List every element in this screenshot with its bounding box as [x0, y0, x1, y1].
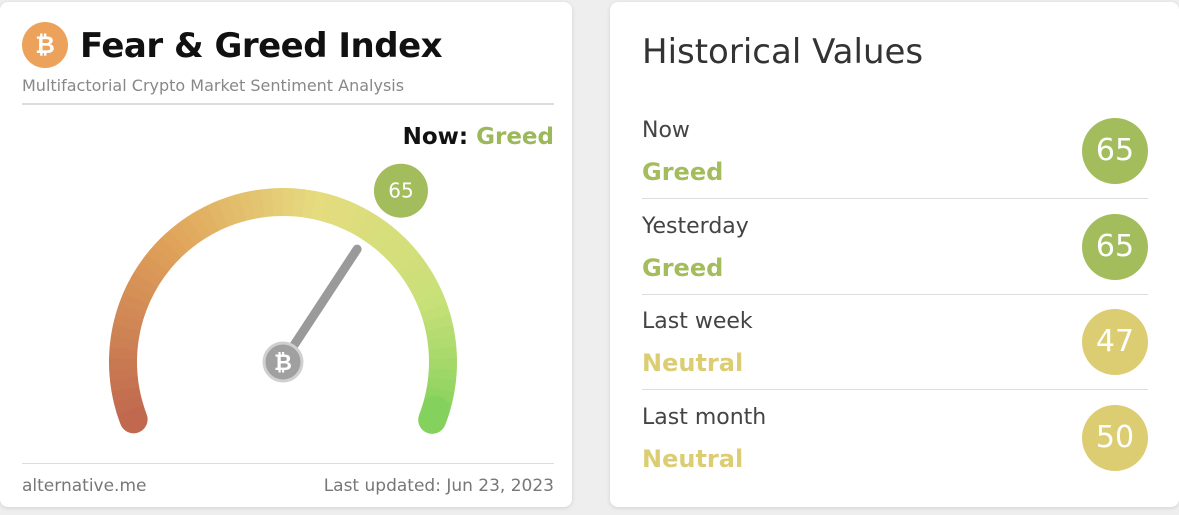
value-circle: 65 [1082, 213, 1148, 280]
gauge-arc [346, 205, 370, 236]
gauge-arc [111, 386, 142, 403]
gauge-arc [423, 314, 454, 332]
title: Historical Values [642, 32, 924, 72]
gauge-arc [311, 191, 328, 221]
history-row: Now Greed 65 [642, 104, 1148, 199]
gauge-arc [249, 189, 265, 219]
hub-icon: ₿ [274, 351, 292, 376]
gauge-arc [109, 346, 138, 360]
gauge-arc [161, 229, 189, 258]
gauge-arc [403, 263, 433, 288]
now-label: Now: [402, 124, 469, 150]
gauge-arc [169, 222, 196, 252]
last-updated: Last updated: Jun 23, 2023 [323, 476, 554, 496]
gauge-arc [320, 193, 339, 224]
history-row: Yesterday Greed 65 [642, 200, 1148, 295]
value-label: 65 [388, 179, 413, 203]
gauge-arc [109, 367, 138, 381]
gauge-arc [227, 193, 247, 224]
gauge: ₿ 65 [109, 163, 457, 434]
divider [22, 463, 554, 464]
gauge-card: ₿ Fear & Greed Index Multifactorial Cryp… [0, 2, 572, 507]
gauge-arc [206, 200, 229, 231]
bitcoin-icon: ₿ [22, 22, 68, 68]
gauge-arc [428, 368, 457, 382]
needle-hub [262, 341, 304, 383]
gauge-arc [355, 210, 379, 241]
gauge-arc [418, 395, 450, 434]
gauge-arc [412, 282, 443, 305]
gauge-arc [427, 335, 457, 351]
historical-card: Historical Values Now Greed 65 Yesterday Gre… [610, 2, 1179, 507]
gauge-arc [109, 377, 140, 392]
classification: Greed [642, 253, 724, 282]
gauge-arc [338, 200, 360, 231]
now-status: Now: Greed [403, 124, 554, 150]
gauge-arc [115, 302, 146, 322]
period: Last week [642, 309, 753, 334]
gauge-arc [113, 395, 144, 414]
gauge-arc [187, 210, 212, 241]
value-circle: 47 [1082, 309, 1148, 375]
gauge-arc [301, 189, 318, 219]
svg-text:₿: ₿ [35, 31, 55, 59]
value-circle: 65 [1082, 118, 1148, 184]
gauge-arc [385, 237, 413, 265]
gauge-arc [292, 188, 306, 218]
gauge-arc [197, 205, 220, 236]
gauge-arc [123, 282, 154, 305]
divider [642, 389, 1148, 390]
history-row: Last week Neutral 47 [642, 295, 1148, 390]
now-class: Greed [476, 124, 554, 150]
gauge-arc [133, 262, 164, 288]
period: Now [642, 118, 690, 143]
classification: Greed [642, 158, 724, 186]
value-circle: 50 [1082, 404, 1148, 471]
needle [278, 244, 362, 367]
gauge-arc [178, 216, 204, 246]
history-row: Last month Neutral 50 [642, 391, 1148, 486]
gauge-arc [217, 196, 238, 227]
gauge-arc [128, 272, 158, 296]
divider [642, 293, 1148, 295]
gauge-arc [408, 272, 439, 297]
gauge-arc [397, 254, 427, 280]
subtitle: Multifactorial Crypto Market Sentiment A… [22, 76, 405, 95]
gauge-arc [238, 191, 256, 221]
gauge-arc [378, 230, 406, 259]
gauge-arc [329, 196, 350, 228]
gauge-arc [146, 245, 175, 272]
gauge-arc [428, 347, 457, 360]
title: Fear & Greed Index [80, 26, 443, 66]
gauge-arc [363, 216, 389, 246]
source[interactable]: alternative.me [22, 476, 147, 496]
classification: Neutral [642, 444, 744, 473]
classification: Neutral [642, 349, 744, 377]
gauge-arc [370, 223, 397, 252]
gauge-arc [420, 303, 451, 323]
gauge-arc [109, 335, 139, 350]
period: Last month [642, 404, 767, 430]
gauge-arc [425, 324, 456, 341]
period: Yesterday [642, 213, 749, 239]
gauge-arc [112, 313, 143, 332]
divider [642, 198, 1148, 199]
gauge-arc [119, 292, 150, 313]
gauge-arc [416, 292, 448, 314]
gauge-arc [153, 237, 182, 265]
gauge-arc [426, 377, 456, 393]
gauge-arc [139, 253, 169, 280]
divider [22, 103, 554, 105]
value-bubble [373, 163, 428, 218]
gauge-arc [260, 188, 275, 218]
gauge-arc [391, 245, 421, 273]
gauge-arc [110, 324, 141, 341]
gauge-arc [116, 395, 148, 434]
